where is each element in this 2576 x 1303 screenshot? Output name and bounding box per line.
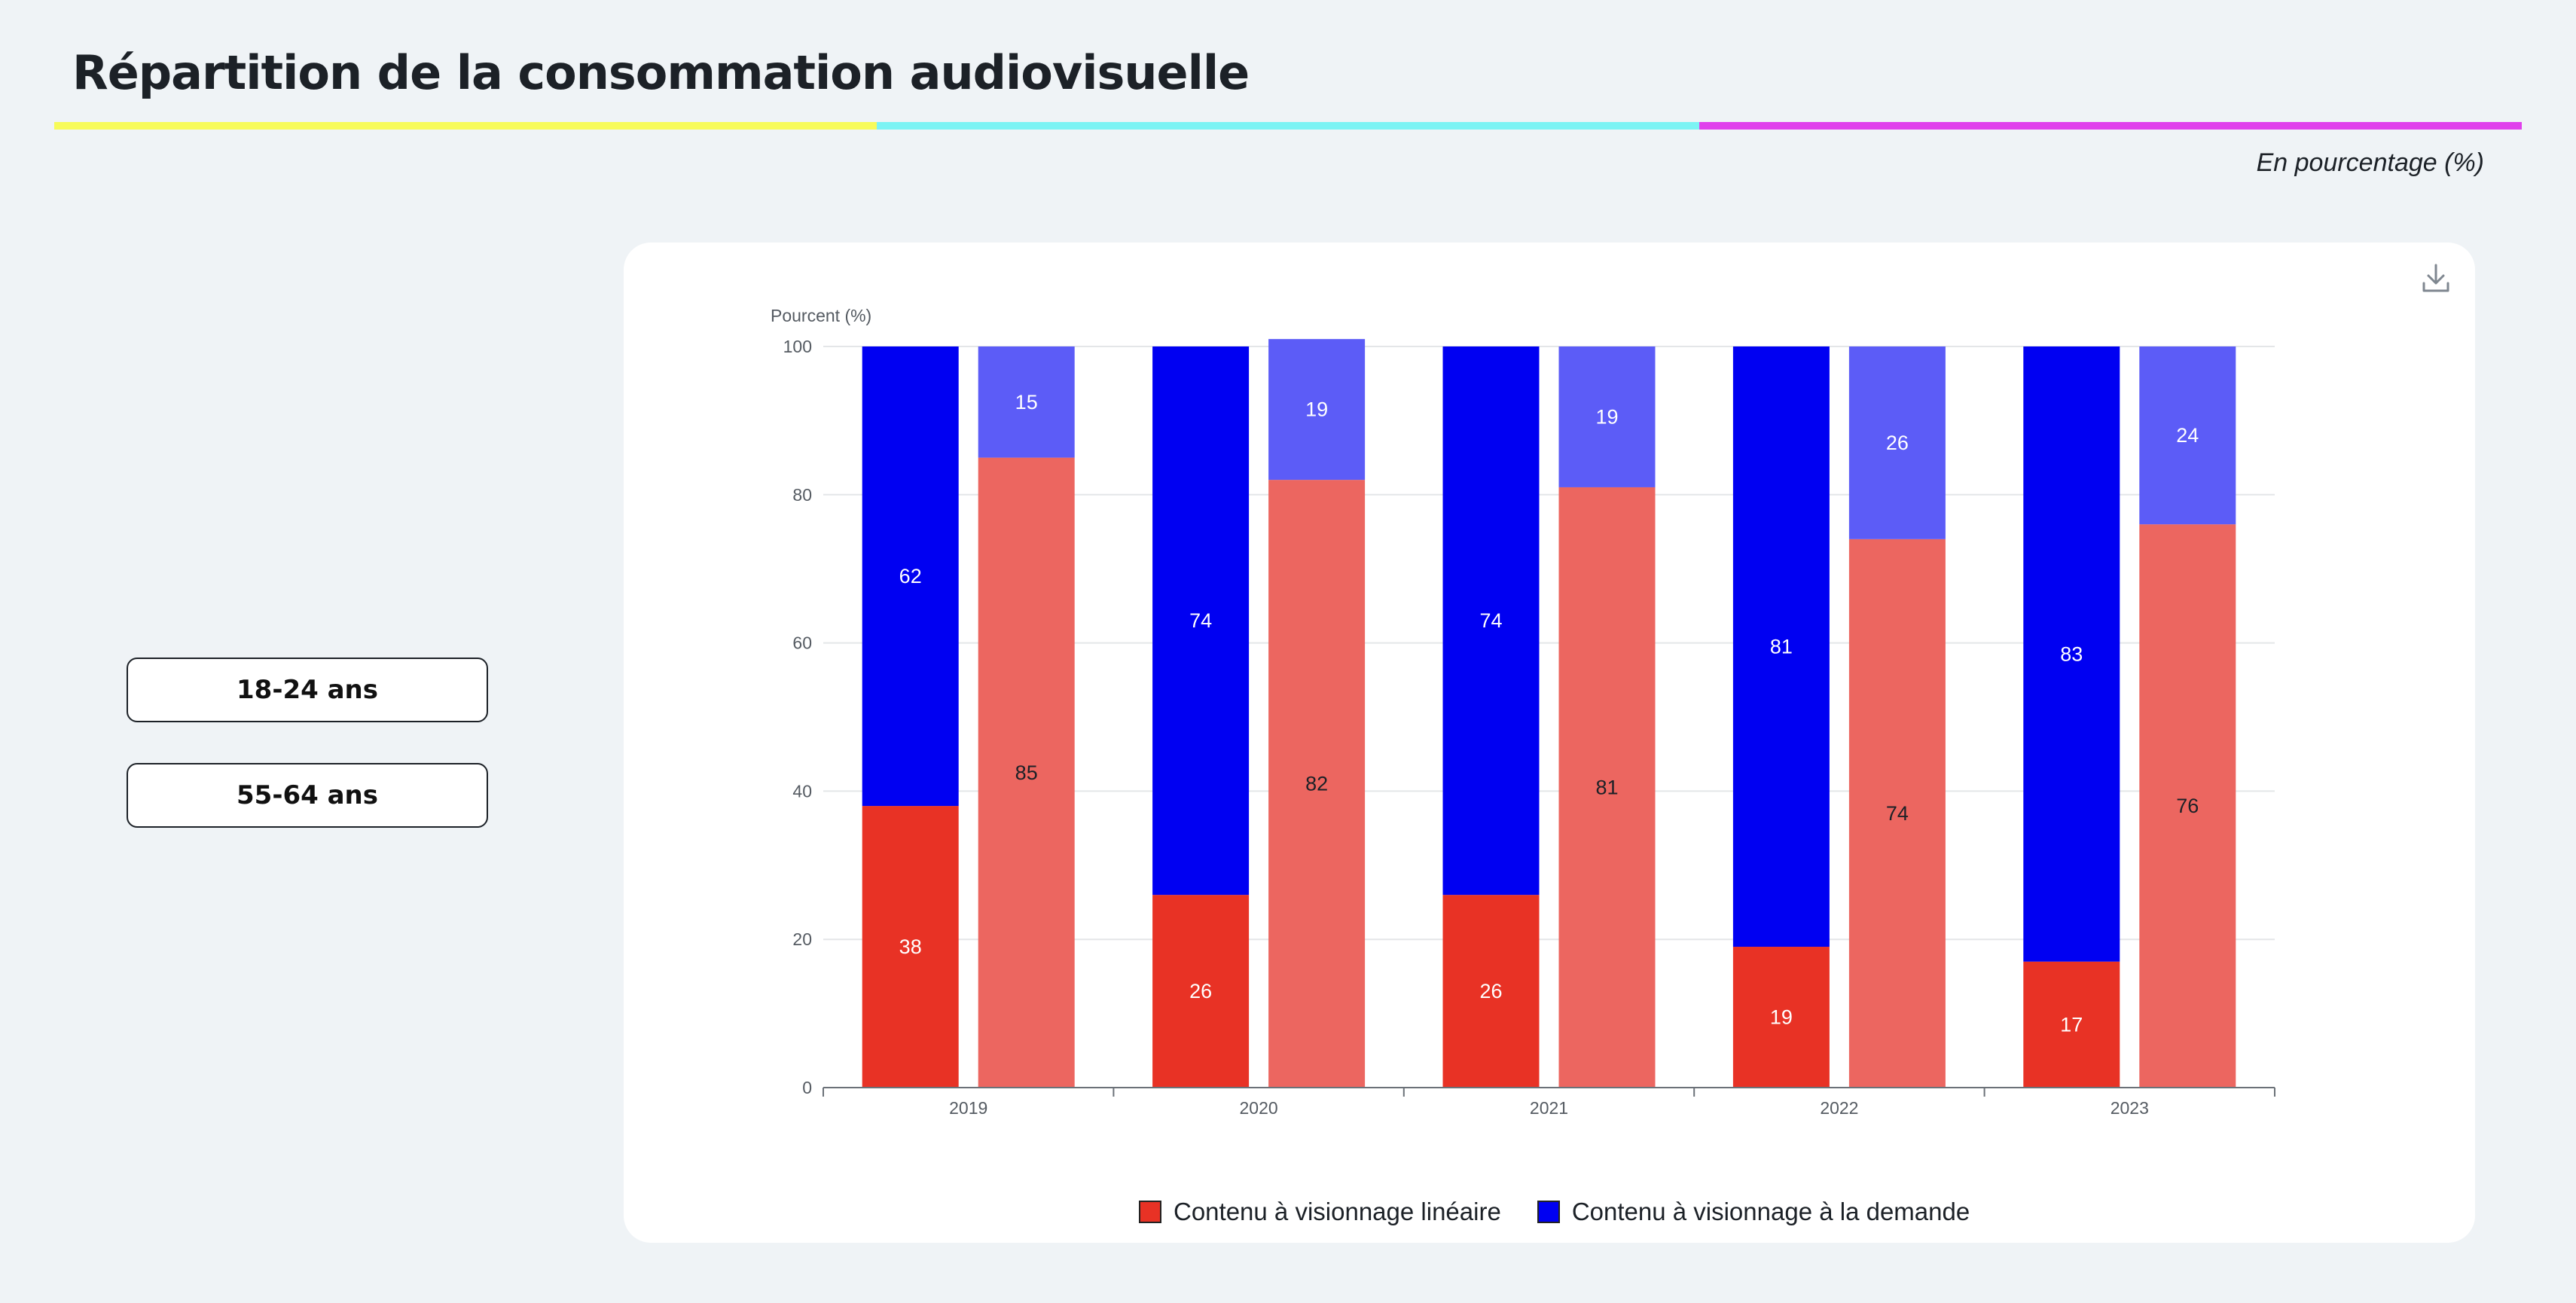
underline-segment-yellow	[54, 122, 877, 130]
bar-lineaire	[2023, 961, 2120, 1088]
bar-demande	[2139, 346, 2236, 525]
data-label-lineaire: 17	[2060, 1013, 2083, 1036]
data-label-lineaire: 26	[1189, 980, 1212, 1002]
data-label-lineaire: 82	[1305, 773, 1328, 795]
chart-legend: Contenu à visionnage linéaire Contenu à …	[1139, 1193, 1970, 1231]
data-label-demande: 19	[1595, 405, 1618, 428]
data-label-lineaire: 26	[1479, 980, 1502, 1002]
data-label-demande: 24	[2176, 424, 2199, 447]
bar-lineaire	[1268, 480, 1366, 1088]
bar-lineaire	[2139, 524, 2236, 1088]
data-label-demande: 83	[2060, 642, 2083, 665]
download-icon	[2422, 264, 2449, 292]
data-label-demande: 15	[1015, 391, 1038, 413]
title-underline	[54, 122, 2522, 130]
legend-item-demande[interactable]: Contenu à visionnage à la demande	[1537, 1198, 1970, 1226]
underline-segment-cyan	[877, 122, 1699, 130]
legend-label-demande: Contenu à visionnage à la demande	[1571, 1198, 1970, 1225]
bar-lineaire	[1848, 539, 1946, 1088]
bar-demande	[862, 346, 959, 807]
age-filter-button-55-64[interactable]: 55-64 ans	[127, 763, 488, 828]
y-tick-label: 60	[792, 633, 812, 653]
bar-demande	[978, 346, 1075, 458]
unit-note: En pourcentage (%)	[2256, 148, 2484, 177]
x-tick-label: 2020	[1240, 1098, 1278, 1118]
x-tick-label: 2021	[1530, 1098, 1568, 1118]
bar-lineaire	[1152, 895, 1250, 1088]
y-tick-label: 40	[792, 781, 812, 801]
y-tick-label: 100	[783, 337, 812, 356]
data-label-lineaire: 38	[899, 935, 922, 958]
page-title: Répartition de la consommation audiovisu…	[72, 45, 1250, 100]
legend-swatch-lineaire	[1139, 1201, 1161, 1223]
data-label-lineaire: 81	[1595, 776, 1618, 798]
data-label-lineaire: 76	[2176, 795, 2199, 817]
underline-segment-magenta	[1699, 122, 2522, 130]
bar-demande	[1732, 346, 1830, 947]
data-label-demande: 26	[1886, 432, 1909, 454]
download-button[interactable]	[2421, 262, 2451, 295]
x-tick-label: 2023	[2111, 1098, 2149, 1118]
age-filter-button-18-24[interactable]: 18-24 ans	[127, 658, 488, 722]
bar-demande	[1152, 346, 1250, 896]
y-tick-label: 80	[792, 485, 812, 505]
data-label-demande: 62	[899, 565, 922, 587]
bar-lineaire	[1732, 947, 1830, 1088]
legend-label-lineaire: Contenu à visionnage linéaire	[1174, 1198, 1501, 1225]
bar-demande	[1442, 346, 1540, 896]
data-label-demande: 74	[1479, 609, 1502, 632]
y-tick-label: 0	[802, 1078, 812, 1097]
x-tick-label: 2022	[1820, 1098, 1858, 1118]
data-label-demande: 74	[1189, 609, 1212, 632]
legend-item-lineaire[interactable]: Contenu à visionnage linéaire	[1139, 1198, 1501, 1226]
data-label-lineaire: 74	[1886, 802, 1909, 825]
bar-demande	[1268, 339, 1366, 481]
bar-lineaire	[862, 806, 959, 1088]
data-label-lineaire: 19	[1770, 1006, 1793, 1029]
bar-demande	[1558, 346, 1656, 487]
bar-lineaire	[978, 457, 1075, 1088]
x-tick-label: 2019	[949, 1098, 987, 1118]
legend-swatch-demande	[1537, 1201, 1560, 1223]
bar-lineaire	[1558, 487, 1656, 1088]
y-tick-label: 20	[792, 929, 812, 949]
bar-lineaire	[1442, 895, 1540, 1088]
data-label-lineaire: 85	[1015, 761, 1038, 784]
bar-demande	[1848, 346, 1946, 539]
bar-demande	[2023, 346, 2120, 962]
data-label-demande: 19	[1305, 398, 1328, 421]
data-label-demande: 81	[1770, 636, 1793, 658]
y-axis-title: Pourcent (%)	[771, 306, 871, 325]
